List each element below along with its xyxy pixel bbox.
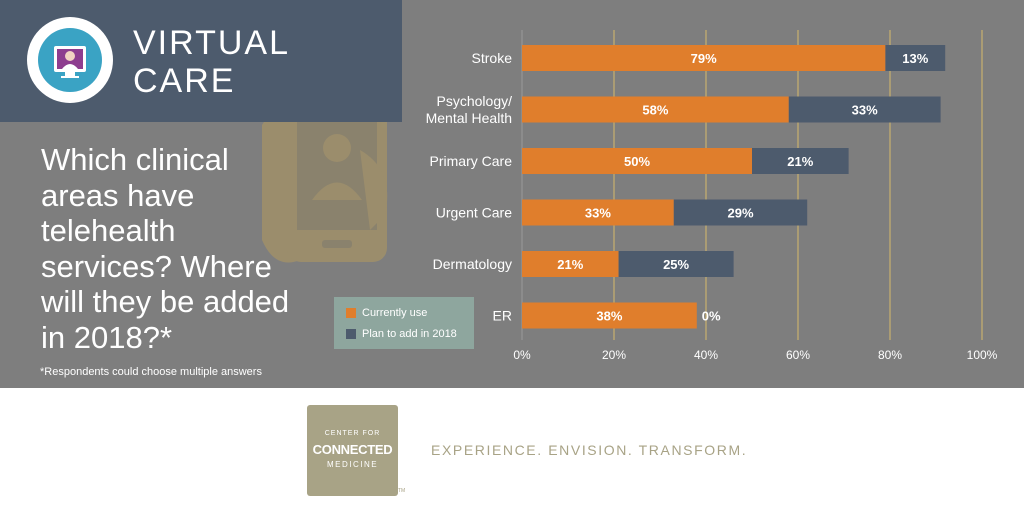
legend-item-plan-to-add: Plan to add in 2018: [346, 328, 457, 340]
bar-currently-use: [522, 302, 697, 329]
category-label: Urgent Care: [436, 205, 512, 221]
data-label-plan-to-add: 25%: [663, 257, 689, 272]
footnote: *Respondents could choose multiple answe…: [40, 366, 262, 378]
tagline: EXPERIENCE. ENVISION. TRANSFORM.: [431, 442, 748, 458]
category-label: Mental Health: [426, 110, 512, 126]
x-tick-label: 20%: [602, 348, 626, 362]
category-label: Dermatology: [433, 256, 512, 272]
legend-swatch-currently-use: [346, 308, 356, 318]
data-label-currently-use: 21%: [557, 257, 583, 272]
logo-line-2: CONNECTED: [312, 442, 393, 457]
x-tick-label: 60%: [786, 348, 810, 362]
trademark-mark: TM: [398, 488, 406, 494]
logo-line-3: MEDICINE: [326, 460, 379, 469]
title-line-1: VIRTUAL: [133, 24, 290, 62]
x-tick-label: 80%: [878, 348, 902, 362]
data-label-plan-to-add: 29%: [727, 206, 753, 221]
x-tick-label: 0%: [513, 348, 531, 362]
legend-label-plan-to-add: Plan to add in 2018: [362, 328, 457, 340]
data-label-currently-use: 58%: [642, 103, 668, 118]
question-heading: Which clinical areas have telehealth ser…: [41, 142, 290, 355]
x-tick-label: 100%: [967, 348, 998, 362]
data-label-plan-to-add: 0%: [702, 309, 721, 324]
chart-legend: Currently use Plan to add in 2018: [334, 297, 474, 349]
bar-plan-to-add: [618, 251, 734, 277]
legend-item-currently-use: Currently use: [346, 307, 427, 319]
bar-plan-to-add: [788, 96, 941, 123]
category-label: Stroke: [472, 50, 513, 66]
bar-currently-use: [522, 199, 674, 226]
center-for-connected-medicine-logo: CENTER FOR CONNECTED MEDICINE: [307, 405, 398, 496]
phone-doctor-watermark-icon: [262, 82, 388, 263]
bar-plan-to-add: [885, 45, 946, 71]
bar-plan-to-add: [673, 199, 808, 226]
bar-plan-to-add: [752, 148, 849, 174]
footer: [0, 388, 1024, 512]
bar-currently-use: [522, 96, 789, 123]
category-label: Primary Care: [430, 153, 513, 169]
category-label: ER: [493, 308, 512, 324]
bar-currently-use: [522, 148, 752, 174]
telehealth-monitor-icon: [38, 28, 102, 92]
x-tick-label: 40%: [694, 348, 718, 362]
data-label-currently-use: 50%: [624, 154, 650, 169]
data-label-currently-use: 33%: [585, 206, 611, 221]
stacked-bar-chart: 0% 20% 40% 60% 80% 100% Stroke 79% 13% Psychology…: [426, 30, 998, 362]
bar-currently-use: [522, 251, 619, 277]
bar-currently-use: [522, 45, 886, 71]
logo-line-1: CENTER FOR: [324, 430, 381, 437]
data-label-currently-use: 38%: [596, 309, 622, 324]
category-label: Psychology/: [437, 93, 513, 109]
legend-swatch-plan-to-add: [346, 329, 356, 339]
data-label-plan-to-add: 13%: [902, 51, 928, 66]
data-label-currently-use: 79%: [691, 51, 717, 66]
title-line-2: CARE: [133, 62, 236, 100]
data-label-plan-to-add: 33%: [852, 103, 878, 118]
legend-label-currently-use: Currently use: [362, 307, 428, 319]
data-label-plan-to-add: 21%: [787, 154, 813, 169]
